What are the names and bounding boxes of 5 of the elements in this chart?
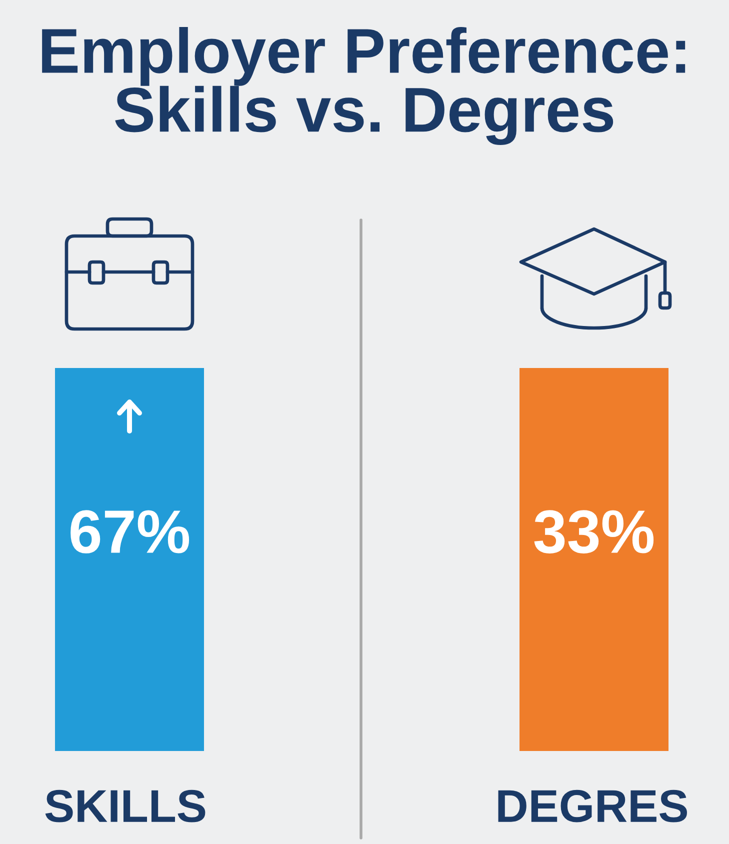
text: Employer Preference: Skills vs. Degres (42, 26, 686, 146)
category-label: SKILLS (45, 790, 206, 822)
data-label: 33% (534, 510, 654, 554)
category-label: DEGRES (498, 790, 687, 822)
data-label: 67% (70, 510, 190, 554)
